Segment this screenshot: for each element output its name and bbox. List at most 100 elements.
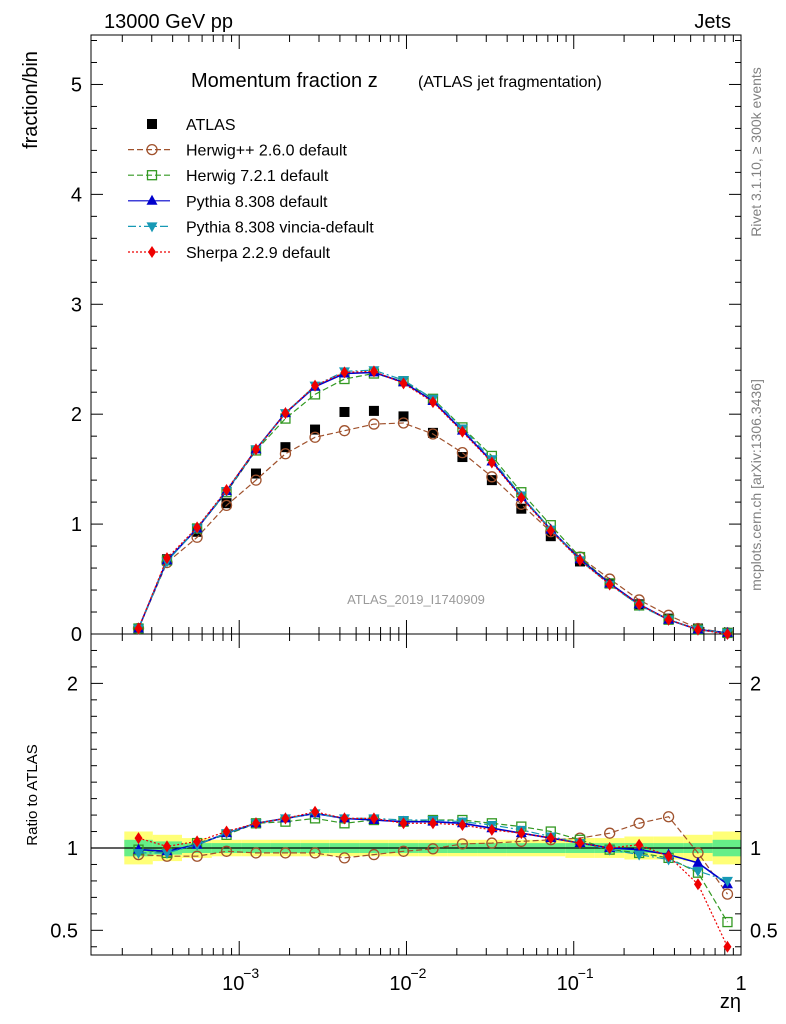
ratio-data-point bbox=[486, 837, 498, 849]
top-y-tick-label: 1 bbox=[71, 514, 82, 536]
ratio-y-tick-label: 2 bbox=[67, 673, 78, 695]
ratio-data-point bbox=[517, 827, 526, 840]
ratio-data-point bbox=[723, 940, 732, 953]
top-data-point bbox=[221, 498, 232, 509]
top-data-point bbox=[338, 425, 351, 437]
ratio-data-point bbox=[311, 805, 320, 818]
top-data-point bbox=[693, 623, 702, 636]
ratio-data-point bbox=[605, 842, 614, 854]
top-y-tick-label: 4 bbox=[71, 184, 82, 206]
legend-marker bbox=[147, 119, 157, 129]
top-data-point bbox=[723, 628, 732, 640]
top-y-tick-label: 3 bbox=[71, 294, 82, 316]
ratio-data-point bbox=[191, 850, 203, 862]
ratio-y-tick-label: 1 bbox=[67, 838, 78, 860]
x-tick-exponent: −3 bbox=[243, 965, 259, 981]
ratio-data-point bbox=[487, 823, 496, 836]
ratio-data-point bbox=[693, 878, 702, 891]
top-data-point bbox=[369, 365, 378, 378]
top-data-point bbox=[340, 366, 349, 379]
legend-item: Pythia 8.308 default bbox=[128, 194, 328, 211]
top-data-point bbox=[664, 613, 673, 626]
top-data-point bbox=[487, 456, 496, 469]
ratio-data-point bbox=[721, 876, 733, 887]
ratio-data-point bbox=[162, 840, 171, 853]
top-y-tick-label: 2 bbox=[71, 404, 82, 426]
ratio-data-point bbox=[722, 916, 733, 928]
ratio-data-point bbox=[427, 843, 439, 855]
legend-item: Sherpa 2.2.9 default bbox=[128, 245, 331, 262]
ratio-data-point bbox=[368, 848, 380, 861]
legend-item: Pythia 8.308 vincia-default bbox=[128, 219, 374, 236]
x-tick-label: 10 bbox=[222, 973, 244, 995]
legend-label: Herwig 7.2.1 default bbox=[186, 168, 329, 185]
top-data-point bbox=[428, 396, 437, 409]
x-axis-label: zη bbox=[720, 991, 741, 1013]
ratio-data-point bbox=[281, 812, 290, 825]
source-note: mcplots.cern.ch [arXiv:1306.3436] bbox=[748, 379, 764, 591]
top-series-line bbox=[137, 422, 728, 634]
ratio-data-point bbox=[279, 847, 292, 859]
top-data-point bbox=[458, 425, 467, 438]
top-y-axis-label: fraction/bin bbox=[20, 51, 42, 149]
ratio-data-point bbox=[633, 850, 645, 861]
top-data-point bbox=[280, 442, 291, 453]
ratio-data-point bbox=[250, 847, 262, 859]
top-y-axis: 0 1 2 3 4 5 bbox=[71, 39, 741, 646]
ratio-data-point bbox=[340, 812, 349, 825]
top-y-tick-label: 5 bbox=[71, 74, 82, 96]
top-data-point bbox=[635, 598, 644, 611]
ratio-data-point bbox=[692, 856, 704, 867]
ratio-data-point bbox=[251, 817, 260, 830]
header-process: 13000 GeV pp bbox=[104, 11, 233, 33]
top-data-point bbox=[220, 499, 233, 512]
top-data-point bbox=[486, 475, 497, 486]
legend-marker bbox=[146, 194, 158, 205]
ratio-data-point bbox=[397, 845, 410, 857]
ratio-y-tick-label: 0.5 bbox=[50, 920, 78, 942]
ratio-data-point bbox=[546, 832, 555, 845]
top-data-point bbox=[605, 578, 614, 591]
top-series-line bbox=[137, 369, 728, 634]
top-data-point bbox=[575, 554, 584, 567]
top-data-point bbox=[427, 428, 439, 440]
ratio-data-point bbox=[338, 852, 351, 864]
ratio-data-point bbox=[193, 835, 202, 848]
ratio-data-point bbox=[692, 867, 704, 878]
x-tick-label: 10 bbox=[389, 973, 411, 995]
ratio-data-point bbox=[161, 848, 173, 859]
ratio-data-point bbox=[664, 850, 673, 863]
top-data-point bbox=[311, 379, 320, 392]
top-data-point bbox=[456, 447, 469, 459]
top-data-point bbox=[368, 405, 379, 416]
top-data-point bbox=[399, 377, 408, 390]
ratio-data-point bbox=[456, 838, 469, 850]
chart-title-sub: (ATLAS jet fragmentation) bbox=[418, 74, 602, 91]
legend-label: ATLAS bbox=[186, 117, 236, 134]
ratio-data-point bbox=[662, 811, 675, 823]
ratio-data-point bbox=[721, 888, 734, 900]
legend-marker bbox=[146, 143, 158, 156]
legend-label: Sherpa 2.2.9 default bbox=[186, 245, 331, 262]
x-axis: 10−3 10−2 10−1 1 bbox=[121, 35, 747, 995]
ratio-data-point bbox=[604, 827, 616, 839]
top-data-point bbox=[162, 552, 171, 565]
x-tick-exponent: −1 bbox=[578, 965, 594, 981]
ratio-data-point bbox=[134, 832, 143, 845]
ratio-data-point bbox=[309, 847, 321, 859]
x-tick-label: 1 bbox=[735, 973, 746, 995]
ratio-data-point bbox=[575, 837, 584, 850]
top-data-point bbox=[310, 424, 321, 435]
top-data-point bbox=[279, 448, 292, 460]
ratio-data-point bbox=[133, 848, 145, 859]
x-tick-exponent: −2 bbox=[410, 965, 426, 981]
legend-marker bbox=[148, 246, 156, 258]
top-data-point bbox=[546, 524, 555, 537]
header-group: Jets bbox=[694, 11, 731, 33]
ratio-y-tick-label-right: 2 bbox=[750, 673, 761, 695]
top-data-point bbox=[134, 622, 143, 635]
chart-title-main: Momentum fraction z bbox=[191, 70, 378, 92]
top-data-point bbox=[251, 443, 260, 456]
top-data-point bbox=[517, 491, 526, 504]
top-data-point bbox=[397, 417, 410, 429]
